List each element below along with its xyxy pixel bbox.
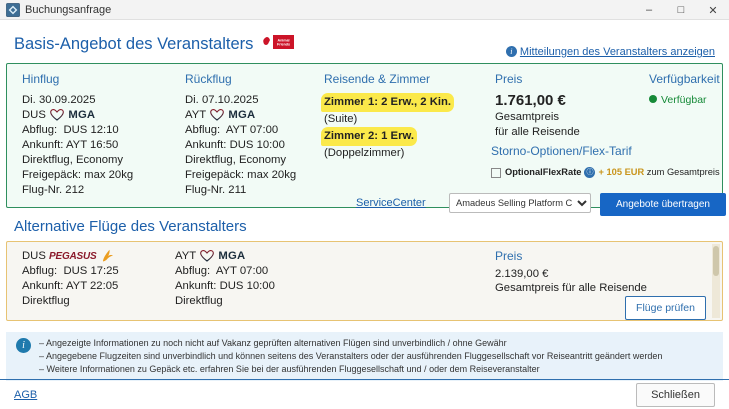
svg-text:Friends: Friends <box>277 43 290 47</box>
